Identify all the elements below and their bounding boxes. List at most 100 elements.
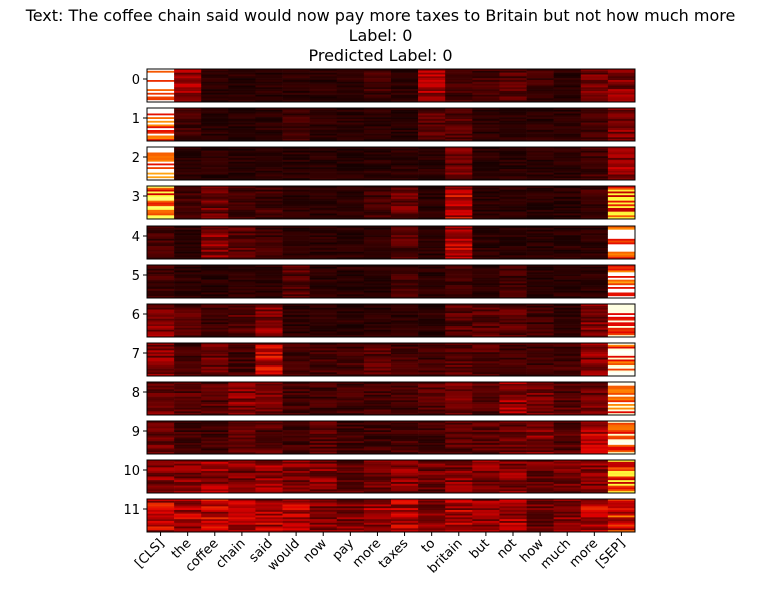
heatmap-cell [336, 78, 365, 81]
heatmap-cell [309, 329, 338, 332]
heatmap-cell [255, 248, 283, 251]
heatmap-cell [255, 111, 283, 114]
heatmap-cell [499, 432, 527, 435]
heatmap-cell [580, 309, 609, 312]
heatmap-cell [201, 165, 229, 168]
heatmap-cell [309, 485, 338, 488]
heatmap-cell [553, 113, 582, 116]
heatmap-cell [147, 131, 175, 134]
heatmap-cell [228, 370, 256, 373]
heatmap-cell [472, 120, 500, 123]
heatmap-cell [336, 111, 365, 114]
heatmap-cell [255, 499, 283, 502]
heatmap-cell [418, 266, 446, 269]
heatmap-cell [445, 348, 473, 351]
heatmap-cell [336, 217, 365, 220]
heatmap-cell [445, 489, 473, 492]
heatmap-cell [418, 108, 446, 111]
heatmap-cell [201, 193, 229, 196]
heatmap-cell [607, 94, 636, 97]
heatmap-cell [418, 81, 446, 84]
heatmap-cell [607, 487, 636, 490]
heatmap-cell [391, 474, 419, 477]
heatmap-cell [255, 89, 283, 92]
heatmap-cell [174, 249, 202, 252]
heatmap-cell [472, 426, 500, 429]
heatmap-cell [391, 255, 419, 258]
heatmap-cell [472, 270, 500, 273]
heatmap-cell [228, 335, 256, 338]
heatmap-cell [472, 70, 500, 73]
heatmap-cell [580, 231, 609, 234]
heatmap-cell [553, 287, 582, 290]
heatmap-cell [418, 398, 446, 401]
heatmap-cell [391, 385, 419, 388]
heatmap-cell [391, 405, 419, 408]
heatmap-cell [553, 276, 582, 279]
heatmap-cell [445, 352, 473, 355]
heatmap-cell [391, 72, 419, 75]
heatmap-cell [607, 213, 636, 216]
heatmap-cell [607, 109, 636, 112]
heatmap-cell [255, 92, 283, 95]
heatmap-cell [445, 320, 473, 323]
heatmap-cell [499, 421, 527, 424]
heatmap-cell [336, 209, 365, 212]
heatmap-cell [607, 389, 636, 392]
heatmap-cell [553, 404, 582, 407]
heatmap-cell [228, 404, 256, 407]
heatmap-cell [228, 472, 256, 475]
heatmap-cell [607, 209, 636, 212]
heatmap-cell [228, 98, 256, 101]
heatmap-cell [553, 76, 582, 79]
heatmap-cell [499, 482, 527, 485]
heatmap-cell [255, 530, 283, 533]
heatmap-cell [580, 265, 609, 268]
heatmap-cell [336, 307, 365, 310]
heatmap-cell [147, 411, 175, 414]
heatmap-cell [255, 500, 283, 503]
heatmap-cell [472, 251, 500, 254]
heatmap-cell [336, 163, 365, 166]
heatmap-cell [526, 480, 554, 483]
heatmap-cell [174, 197, 202, 200]
heatmap-cell [607, 489, 636, 492]
heatmap-cell [472, 268, 500, 271]
heatmap-cell [363, 504, 392, 507]
heatmap-cell [309, 242, 338, 245]
heatmap-cell [553, 343, 582, 346]
heatmap-cell [228, 89, 256, 92]
heatmap-cell [580, 78, 609, 81]
heatmap-cell [391, 165, 419, 168]
heatmap-cell [472, 170, 500, 173]
heatmap-cell [201, 191, 229, 194]
heatmap-cell [174, 400, 202, 403]
heatmap-cell [174, 176, 202, 179]
heatmap-cell [445, 92, 473, 95]
heatmap-cell [336, 485, 365, 488]
heatmap-cell [201, 326, 229, 329]
heatmap-cell [282, 72, 310, 75]
heatmap-cell [472, 483, 500, 486]
heatmap-cell [147, 385, 175, 388]
heatmap-cell [228, 296, 256, 299]
heatmap-cell [201, 287, 229, 290]
heatmap-cell [255, 460, 283, 463]
heatmap-cell [309, 432, 338, 435]
heatmap-cell [607, 283, 636, 286]
heatmap-cell [526, 370, 554, 373]
heatmap-cell [201, 170, 229, 173]
heatmap-cell [282, 327, 310, 330]
heatmap-cell [309, 352, 338, 355]
heatmap-cell [472, 322, 500, 325]
heatmap-cell [255, 208, 283, 211]
heatmap-cell [445, 354, 473, 357]
heatmap-cell [228, 521, 256, 524]
heatmap-cell [174, 156, 202, 159]
heatmap-cell [255, 491, 283, 494]
heatmap-cell [147, 517, 175, 520]
title-text-line: Text: The coffee chain said would now pa… [25, 6, 736, 25]
heatmap-cell [445, 119, 473, 122]
heatmap-cell [580, 158, 609, 161]
heatmap-cell [336, 517, 365, 520]
